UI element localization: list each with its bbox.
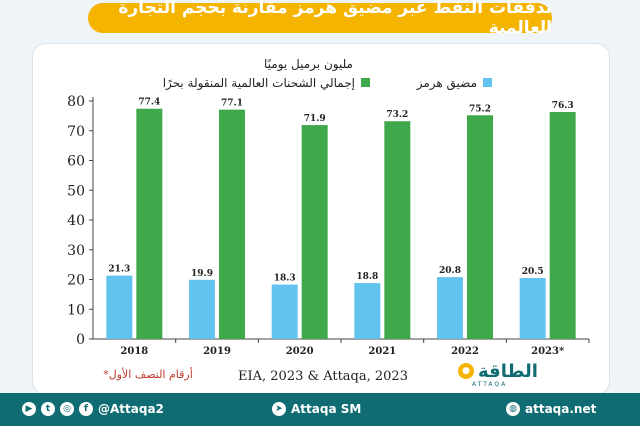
- chart-card: مليون برميل يوميًا إجمالي الشحنات العالم…: [32, 43, 610, 395]
- social-handle-1-text: @Attaqa2: [98, 402, 164, 416]
- y-tick-label: 10: [67, 302, 85, 318]
- legend-swatch-green: [361, 78, 370, 87]
- logo-text: الطاقة: [478, 360, 538, 382]
- drop-icon: ●: [458, 363, 474, 379]
- legend-label-green: إجمالي الشحنات العالمية المنقولة بحرًا: [163, 76, 355, 91]
- data-label: 73.2: [386, 110, 408, 120]
- attaqa-logo: ● الطاقة ATTAQA: [458, 356, 538, 388]
- footnote: *أرقام النصف الأول: [103, 367, 193, 381]
- logo-subtext: ATTAQA: [472, 381, 508, 388]
- data-label: 18.8: [356, 272, 378, 282]
- instagram-icon[interactable]: ◎: [60, 402, 74, 416]
- y-tick-label: 70: [67, 124, 85, 140]
- website-link[interactable]: ◍ attaqa.net: [506, 402, 596, 416]
- data-label: 77.1: [221, 99, 243, 109]
- y-tick-label: 30: [67, 243, 85, 259]
- data-label: 19.9: [191, 269, 213, 279]
- bar-hormuz: [519, 278, 546, 339]
- social-handle-2-text: Attaqa SM: [291, 402, 362, 416]
- bar-global: [219, 109, 245, 339]
- data-label: 76.3: [552, 101, 574, 111]
- bar-global: [136, 108, 163, 339]
- x-tick-label: 2023*: [531, 346, 565, 357]
- social-handle-1[interactable]: ▶ t ◎ f @Attaqa2: [22, 402, 164, 416]
- bar-global: [384, 121, 411, 339]
- youtube-icon[interactable]: ▶: [22, 402, 36, 416]
- bar-hormuz: [437, 277, 463, 339]
- globe-icon: ◍: [506, 402, 520, 416]
- social-handle-2[interactable]: ➤ Attaqa SM: [272, 402, 361, 416]
- facebook-icon[interactable]: f: [79, 402, 93, 416]
- y-tick-label: 60: [67, 154, 85, 170]
- bar-hormuz: [271, 284, 298, 339]
- data-label: 20.8: [439, 266, 461, 276]
- legend-swatch-blue: [483, 78, 492, 87]
- bar-global: [549, 112, 576, 339]
- data-label: 75.2: [469, 104, 491, 114]
- data-label: 20.5: [522, 267, 544, 277]
- y-tick-label: 80: [67, 94, 85, 110]
- telegram-icon[interactable]: ➤: [272, 402, 286, 416]
- legend-label-blue: مضيق هرمز: [416, 76, 477, 91]
- y-tick-label: 0: [76, 332, 85, 348]
- data-label: 71.9: [304, 114, 326, 124]
- bar-global: [301, 125, 328, 339]
- data-label: 18.3: [274, 274, 296, 284]
- bar-hormuz: [354, 283, 381, 339]
- twitter-icon[interactable]: t: [41, 402, 55, 416]
- website-text: attaqa.net: [525, 402, 597, 416]
- bar-hormuz: [189, 279, 215, 339]
- footer-bar: ▶ t ◎ f @Attaqa2 ➤ Attaqa SM ◍ attaqa.ne…: [0, 393, 640, 426]
- x-tick-label: 2020: [286, 346, 314, 357]
- x-tick-label: 2019: [203, 346, 231, 357]
- x-tick-label: 2018: [120, 346, 148, 357]
- y-tick-label: 40: [67, 213, 85, 229]
- y-tick-label: 50: [67, 183, 85, 199]
- unit-label: مليون برميل يوميًا: [264, 57, 353, 72]
- bar-chart: مليون برميل يوميًا إجمالي الشحنات العالم…: [67, 57, 590, 384]
- source-text: EIA, 2023 & Attaqa, 2023: [238, 369, 408, 384]
- data-label: 21.3: [108, 265, 130, 275]
- y-tick-label: 20: [67, 273, 85, 289]
- x-tick-label: 2022: [451, 346, 479, 357]
- bar-hormuz: [106, 275, 133, 339]
- data-label: 77.4: [138, 98, 160, 108]
- bar-global: [467, 115, 493, 339]
- chart-title: تدفقات النفط عبر مضيق هرمز مقارنة بحجم ا…: [88, 0, 552, 38]
- x-tick-label: 2021: [368, 346, 396, 357]
